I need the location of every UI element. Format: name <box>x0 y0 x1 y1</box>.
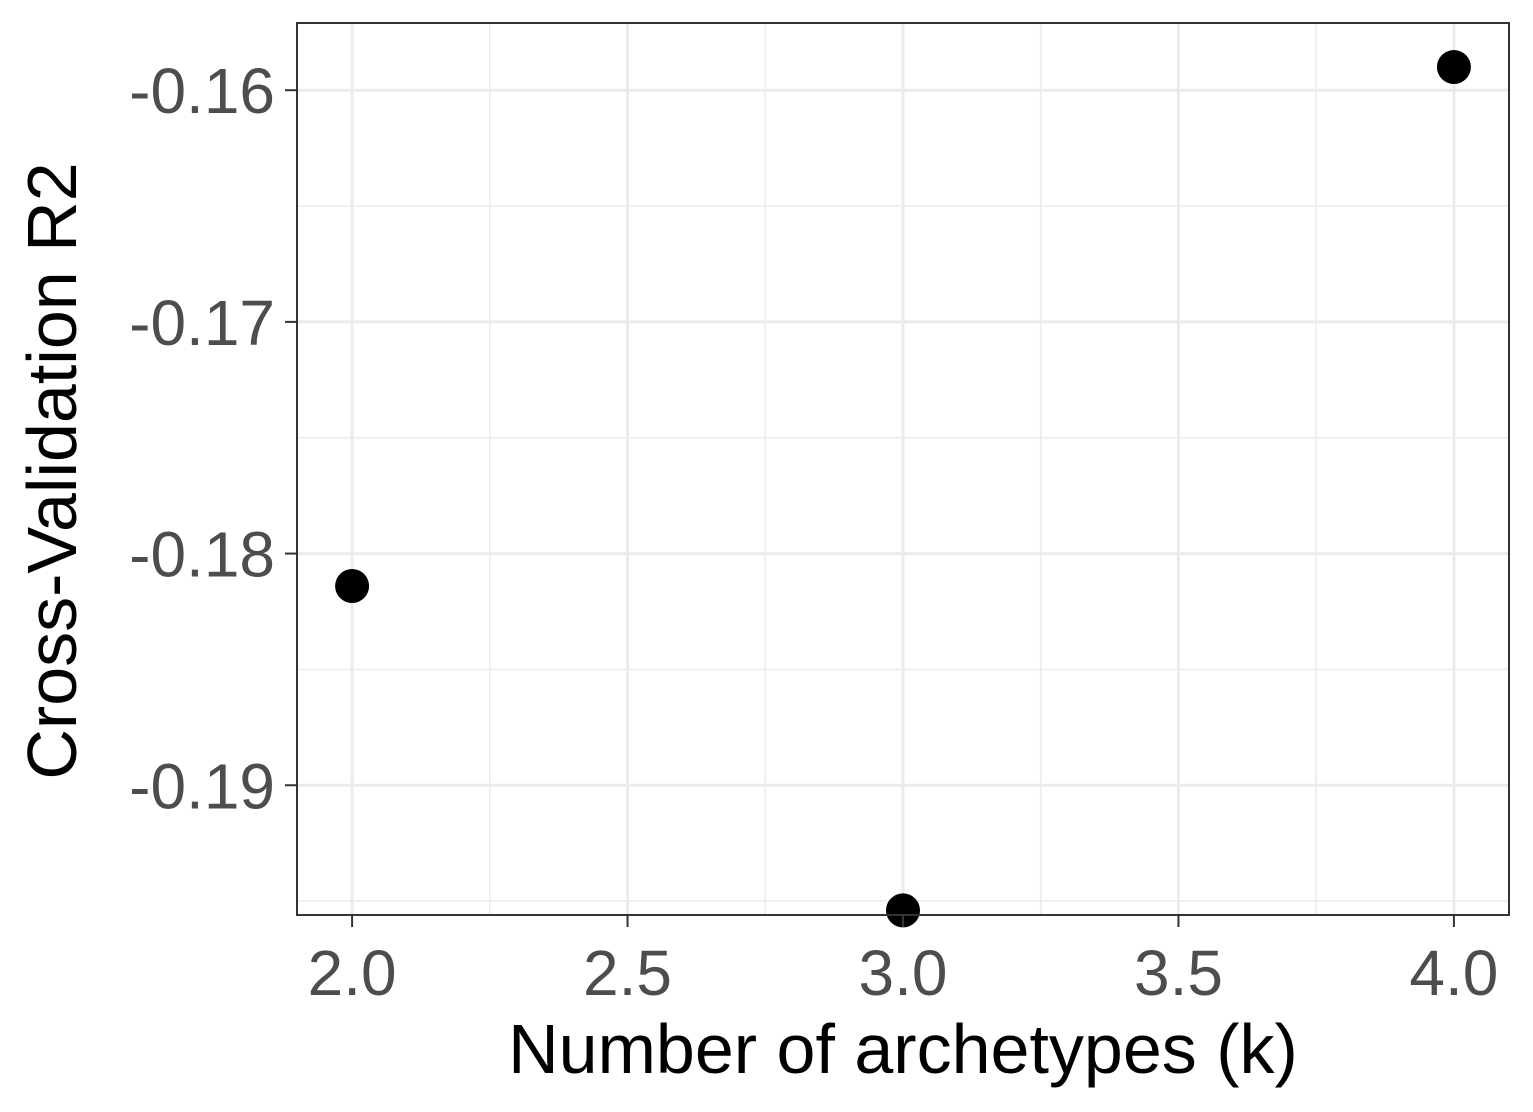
data-points <box>335 50 1471 928</box>
x-tick-label: 4.0 <box>1409 937 1498 1009</box>
y-tick-label: -0.16 <box>129 55 275 127</box>
major-gridlines <box>297 23 1509 915</box>
y-axis-ticks: -0.19 -0.18 -0.17 -0.16 <box>129 55 297 822</box>
data-point <box>1436 50 1471 85</box>
x-axis-ticks: 2.0 2.5 3.0 3.5 4.0 <box>308 915 1498 1009</box>
data-point <box>886 893 920 928</box>
x-tick-label: 3.0 <box>859 937 948 1009</box>
x-tick-label: 2.0 <box>308 937 397 1009</box>
x-tick-label: 2.5 <box>583 937 672 1009</box>
x-axis-title: Number of archetypes (k) <box>508 1010 1298 1088</box>
x-tick-label: 3.5 <box>1134 937 1223 1009</box>
y-axis-title: Cross-Validation R2 <box>13 162 91 779</box>
y-tick-label: -0.17 <box>129 287 275 359</box>
y-tick-label: -0.18 <box>129 519 275 591</box>
y-tick-label: -0.19 <box>129 750 275 822</box>
data-point <box>335 569 370 604</box>
